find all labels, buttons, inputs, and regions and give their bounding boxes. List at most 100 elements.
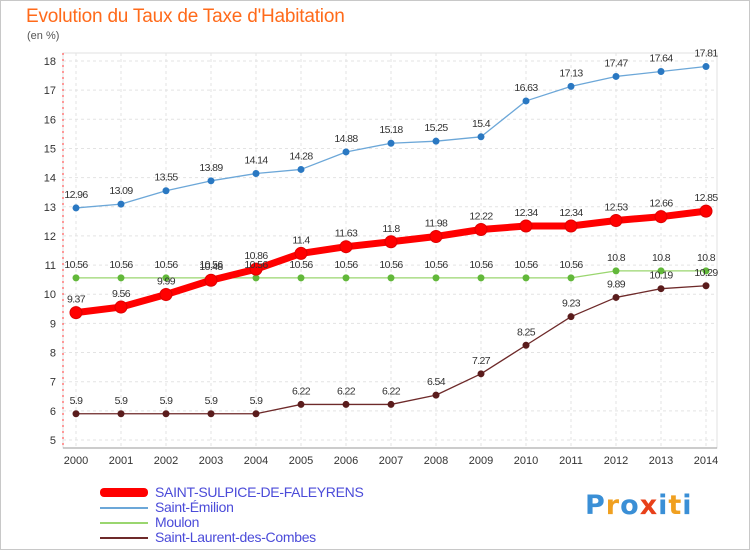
y-tick-label: 13 (44, 202, 56, 214)
data-label: 12.66 (649, 198, 673, 210)
y-tick-label: 5 (50, 435, 56, 447)
data-point (297, 274, 305, 282)
data-point (522, 97, 530, 105)
data-label: 7.27 (472, 355, 491, 367)
x-tick-label: 2013 (649, 455, 673, 467)
axes: 5 6 7 8 9 10 11 12 13 14 15 16 17 18 2000 2001 2002 2003 2… (44, 53, 718, 467)
data-point (384, 235, 398, 249)
data-label: 10.48 (199, 261, 223, 273)
x-tick-label: 2006 (334, 455, 358, 467)
data-label: 10.56 (559, 259, 583, 271)
x-tick-label: 2007 (379, 455, 403, 467)
data-point (387, 139, 395, 147)
data-point (207, 410, 215, 418)
data-point (252, 274, 260, 282)
data-label: 17.81 (694, 48, 718, 60)
data-point (519, 219, 533, 233)
data-point (699, 204, 713, 218)
data-point (657, 285, 665, 293)
x-tick-label: 2014 (694, 455, 718, 467)
data-label: 9.56 (112, 288, 131, 300)
legend-label: Moulon (155, 514, 200, 530)
data-label: 11.8 (382, 223, 400, 235)
x-tick-label: 2010 (514, 455, 538, 467)
data-point (72, 204, 80, 212)
data-point (567, 274, 575, 282)
data-label: 16.63 (514, 82, 538, 94)
data-point (522, 274, 530, 282)
legend-label: SAINT-SULPICE-DE-FALEYRENS (155, 484, 364, 500)
data-label: 10.8 (607, 252, 626, 264)
data-label: 14.88 (334, 133, 358, 145)
data-point (117, 410, 125, 418)
data-point (342, 274, 350, 282)
y-tick-label: 12 (44, 231, 56, 243)
data-label: 10.56 (379, 259, 403, 271)
series-saint-emilion (72, 63, 710, 212)
data-label: 8.25 (517, 326, 536, 338)
legend-swatch-saint-sulpice (100, 488, 148, 497)
legend-label: Saint-Laurent-des-Combes (155, 529, 316, 545)
x-tick-label: 2011 (559, 455, 583, 467)
data-point (477, 274, 485, 282)
y-tick-label: 7 (50, 377, 56, 389)
data-label: 10.56 (424, 259, 448, 271)
data-label: 10.8 (697, 252, 716, 264)
data-label: 10.8 (652, 252, 671, 264)
logo-letter: P (585, 490, 606, 521)
data-point (432, 137, 440, 145)
data-point (429, 230, 443, 244)
data-point (567, 313, 575, 321)
y-tick-label: 11 (45, 260, 56, 272)
data-label: 10.56 (469, 259, 493, 271)
legend-swatch-moulon (100, 522, 148, 524)
data-point (702, 267, 710, 275)
data-label: 6.54 (427, 376, 446, 388)
y-tick-label: 14 (44, 173, 56, 185)
x-tick-label: 2005 (289, 455, 313, 467)
data-label: 9.99 (157, 276, 176, 288)
data-point (162, 274, 170, 282)
logo-letter: r (605, 490, 621, 521)
data-label: 17.13 (559, 67, 583, 79)
data-label: 12.53 (604, 201, 628, 213)
data-point (117, 274, 125, 282)
data-label: 10.56 (154, 259, 178, 271)
series-saint-sulpice (69, 204, 713, 320)
data-point (204, 273, 218, 287)
data-label: 10.56 (289, 259, 313, 271)
data-point (297, 400, 305, 408)
data-point (702, 282, 710, 290)
data-point (657, 267, 665, 275)
data-point (294, 246, 308, 260)
y-tick-label: 6 (50, 406, 56, 418)
data-point (474, 223, 488, 237)
data-label: 5.9 (70, 395, 84, 407)
data-label: 5.9 (250, 395, 264, 407)
series-moulon (72, 267, 710, 282)
proxiti-logo: Proxiti (585, 490, 693, 521)
data-point (339, 240, 353, 254)
data-point (69, 306, 83, 320)
data-point (159, 288, 173, 302)
data-label: 9.37 (67, 294, 86, 306)
data-label: 14.28 (289, 150, 313, 162)
y-tick-label: 10 (44, 289, 56, 301)
data-label: 6.22 (382, 385, 401, 397)
data-label: 5.9 (115, 395, 129, 407)
data-label: 13.55 (154, 172, 178, 184)
x-tick-label: 2008 (424, 455, 448, 467)
data-point (612, 72, 620, 80)
data-point (612, 293, 620, 301)
data-point (342, 148, 350, 156)
data-label: 10.56 (244, 259, 268, 271)
data-label: 14.14 (244, 155, 268, 167)
logo-letter: x (639, 490, 659, 521)
data-label: 13.89 (199, 162, 223, 174)
chart-title: Evolution du Taux de Taxe d'Habitation (26, 6, 345, 27)
data-label: 13.09 (109, 185, 133, 197)
data-point (564, 219, 578, 233)
data-label: 10.19 (649, 270, 673, 282)
data-label: 10.56 (514, 259, 538, 271)
